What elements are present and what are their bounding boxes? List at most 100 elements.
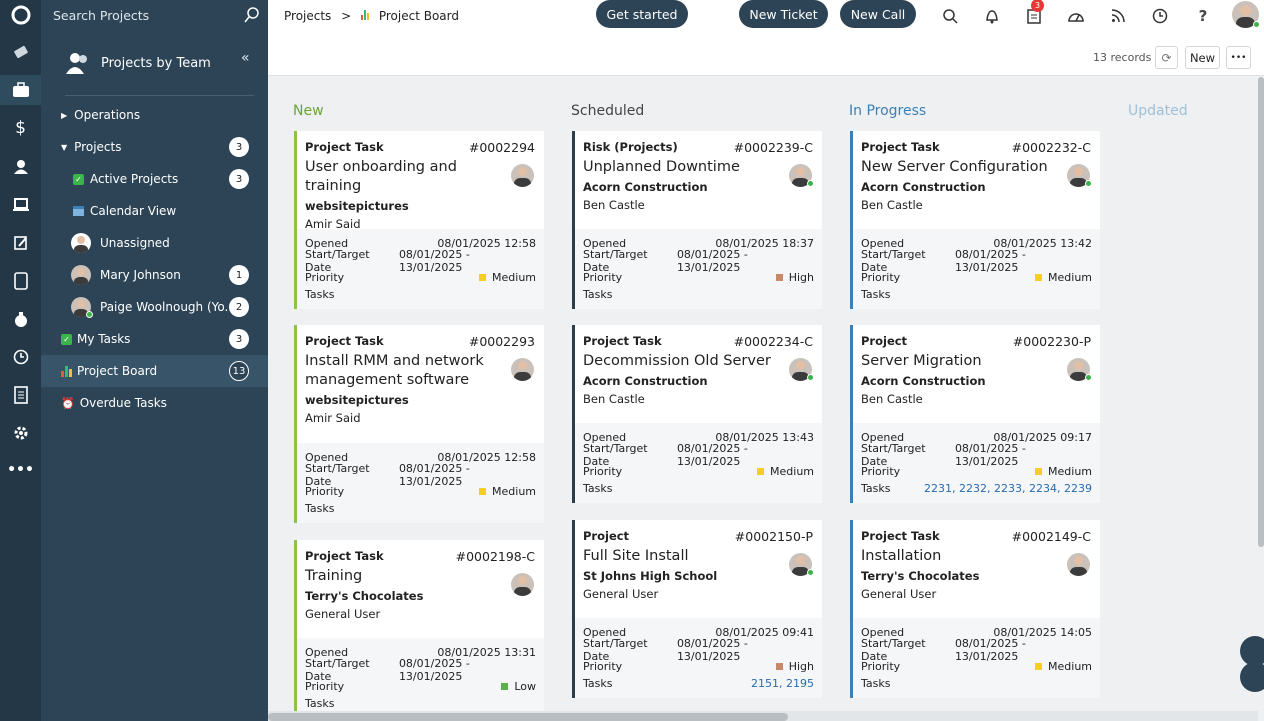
priority-indicator-icon xyxy=(479,488,487,495)
ticket-number[interactable]: #0002198-C xyxy=(455,549,535,564)
new-call-button[interactable]: New Call xyxy=(840,0,916,28)
card-title[interactable]: Installation xyxy=(861,548,942,564)
new-ticket-button[interactable]: New Ticket xyxy=(739,0,828,28)
ticket-number[interactable]: #0002149-C xyxy=(1011,529,1091,544)
user-avatar[interactable] xyxy=(1232,1,1260,28)
briefcase-icon[interactable] xyxy=(0,75,41,105)
card-title[interactable]: User onboarding and training xyxy=(305,159,457,194)
card-type: Project xyxy=(583,529,630,543)
card-title[interactable]: Unplanned Downtime xyxy=(583,159,740,175)
alarm-clock-icon: ⏰ xyxy=(61,396,75,410)
tasks-label: Tasks xyxy=(305,288,335,301)
sidebar-item-paige-woolnough[interactable]: Paige Woolnough (Yo... 2 xyxy=(41,291,268,323)
clock-icon[interactable] xyxy=(1151,7,1169,25)
sidebar-item-unassigned[interactable]: Unassigned xyxy=(41,227,268,259)
opened-label: Opened xyxy=(305,646,349,659)
settings-icon[interactable] xyxy=(0,418,41,448)
scrollbar-thumb[interactable] xyxy=(268,713,788,721)
search-icon[interactable] xyxy=(243,6,261,28)
ticket-card[interactable]: Project Task #0002293 Install RMM and ne… xyxy=(294,325,544,523)
sidebar-item-mary-johnson[interactable]: Mary Johnson 1 xyxy=(41,259,268,291)
tasks-label: Tasks xyxy=(861,677,891,690)
vertical-scrollbar[interactable] xyxy=(1258,77,1264,547)
card-avatar xyxy=(511,358,534,381)
document-icon[interactable] xyxy=(0,266,41,296)
ticket-number[interactable]: #0002294 xyxy=(468,140,535,155)
ticket-card[interactable]: Project Task #0002198-C Training Terry's… xyxy=(294,540,544,718)
ticket-number[interactable]: #0002234-C xyxy=(733,334,813,349)
clock-icon[interactable] xyxy=(0,342,41,372)
tasks-label: Tasks xyxy=(583,482,613,495)
count-badge: 3 xyxy=(229,329,249,349)
help-icon[interactable]: ? xyxy=(1198,7,1208,25)
new-button[interactable]: New xyxy=(1185,46,1220,69)
priority-label: Priority xyxy=(305,485,345,498)
ticket-card[interactable]: Project #0002150-P Full Site Install St … xyxy=(572,520,822,698)
card-title[interactable]: Server Migration xyxy=(861,353,982,369)
more-icon[interactable]: ••• xyxy=(7,462,34,478)
ticket-number[interactable]: #0002293 xyxy=(468,334,535,349)
breadcrumb-projects[interactable]: Projects xyxy=(284,9,332,23)
card-type: Project xyxy=(861,334,908,348)
ticket-number[interactable]: #0002239-C xyxy=(733,140,813,155)
card-title[interactable]: Full Site Install xyxy=(583,548,689,564)
card-title[interactable]: Training xyxy=(305,568,363,584)
sidebar-item-overdue-tasks[interactable]: ⏰ Overdue Tasks xyxy=(41,387,268,419)
card-details: Opened 08/01/2025 18:37 Start/Target Date… xyxy=(575,229,822,309)
ticket-card[interactable]: Project #0002230-P Server Migration Acor… xyxy=(850,325,1100,503)
logo-icon[interactable] xyxy=(0,0,41,30)
assigned-user: Ben Castle xyxy=(583,392,645,406)
ticket-card[interactable]: Project Task #0002232-C New Server Confi… xyxy=(850,131,1100,309)
start-target-label: Start/Target Date xyxy=(861,441,926,468)
opened-label: Opened xyxy=(861,626,905,639)
edit-icon[interactable] xyxy=(0,228,41,258)
sidebar-item-project-board[interactable]: Project Board 13 xyxy=(41,355,268,387)
refresh-icon[interactable]: ⟳ xyxy=(1155,46,1178,69)
ticket-number[interactable]: #0002232-C xyxy=(1011,140,1091,155)
laptop-icon[interactable] xyxy=(0,190,41,220)
card-title[interactable]: New Server Configuration xyxy=(861,159,1048,175)
start-target-label: Start/Target Date xyxy=(305,461,370,488)
sidebar-item-active-projects[interactable]: ✓ Active Projects 3 xyxy=(41,163,268,195)
task-links[interactable]: 2151, 2195 xyxy=(751,677,814,690)
horizontal-scrollbar[interactable] xyxy=(268,711,1258,721)
opened-label: Opened xyxy=(583,626,627,639)
ai-sparkle-icon[interactable] xyxy=(1240,662,1264,692)
bell-icon[interactable] xyxy=(983,7,1001,25)
sidebar-item-operations[interactable]: ▶ Operations xyxy=(41,99,268,131)
card-details: Opened 08/01/2025 09:41 Start/Target Date… xyxy=(575,618,822,698)
assigned-user: Amir Said xyxy=(305,411,361,425)
sidebar-item-my-tasks[interactable]: ✓ My Tasks 3 xyxy=(41,323,268,355)
person-icon[interactable] xyxy=(0,152,41,182)
search-icon[interactable] xyxy=(941,7,959,25)
report-icon[interactable] xyxy=(0,380,41,410)
card-avatar xyxy=(789,553,814,576)
task-links[interactable]: 2231, 2232, 2233, 2234, 2239 xyxy=(924,482,1092,495)
sidebar-item-projects[interactable]: ▼ Projects 3 xyxy=(41,131,268,163)
ticket-card[interactable]: Project Task #0002149-C Installation Ter… xyxy=(850,520,1100,698)
ticket-card[interactable]: Project Task #0002234-C Decommission Old… xyxy=(572,325,822,503)
column-header-new: New xyxy=(293,103,324,119)
card-title[interactable]: Decommission Old Server xyxy=(583,353,771,369)
ticket-icon[interactable] xyxy=(0,37,41,67)
ticket-card[interactable]: Risk (Projects) #0002239-C Unplanned Dow… xyxy=(572,131,822,309)
clipboard-icon[interactable]: 3 xyxy=(1025,0,1044,25)
chat-support-icon[interactable] xyxy=(1240,636,1264,666)
ticket-number[interactable]: #0002150-P xyxy=(734,529,813,544)
money-bag-icon[interactable] xyxy=(0,304,41,334)
collapse-icon[interactable]: « xyxy=(241,50,250,66)
more-options-button[interactable]: ••• xyxy=(1226,46,1251,69)
date-range: 08/01/2025 - 13/01/2025 xyxy=(676,247,748,274)
search-input[interactable]: Search Projects xyxy=(53,8,150,23)
priority-label: Priority xyxy=(861,660,901,673)
ticket-card[interactable]: Project Task #0002294 User onboarding an… xyxy=(294,131,544,309)
dashboard-gauge-icon[interactable] xyxy=(1067,7,1085,25)
customer-name: Acorn Construction xyxy=(861,180,986,194)
card-title[interactable]: Install RMM and network management softw… xyxy=(305,353,484,388)
dollar-icon[interactable]: $ xyxy=(15,118,26,138)
sidebar-item-calendar-view[interactable]: Calendar View xyxy=(41,195,268,227)
rss-icon[interactable] xyxy=(1109,7,1127,25)
card-avatar xyxy=(511,573,534,596)
get-started-button[interactable]: Get started xyxy=(596,0,688,28)
ticket-number[interactable]: #0002230-P xyxy=(1012,334,1091,349)
